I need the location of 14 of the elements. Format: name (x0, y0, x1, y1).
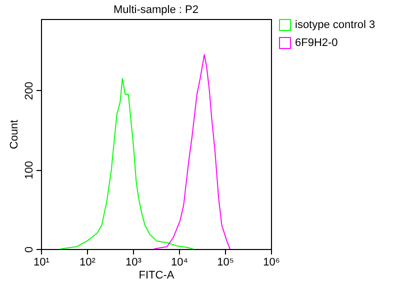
chart-title: Multi-sample : P2 (114, 4, 198, 16)
y-tick-label: 100 (24, 161, 36, 180)
x-axis-title: FITC-A (138, 270, 175, 282)
x-tick-label: 10⁶ (263, 256, 280, 268)
x-tick-label: 10¹ (34, 256, 50, 268)
y-tick-label: 200 (24, 82, 36, 100)
x-tick-label: 10⁴ (171, 256, 188, 268)
x-tick-label: 10² (80, 256, 96, 268)
y-axis-title: Count (8, 120, 20, 150)
legend-label: isotype control 3 (295, 19, 376, 31)
x-tick-label: 10⁵ (217, 256, 234, 268)
legend-label: 6F9H2-0 (295, 37, 338, 49)
x-tick-label: 10³ (126, 256, 142, 268)
y-tick-label: 0 (24, 246, 36, 253)
